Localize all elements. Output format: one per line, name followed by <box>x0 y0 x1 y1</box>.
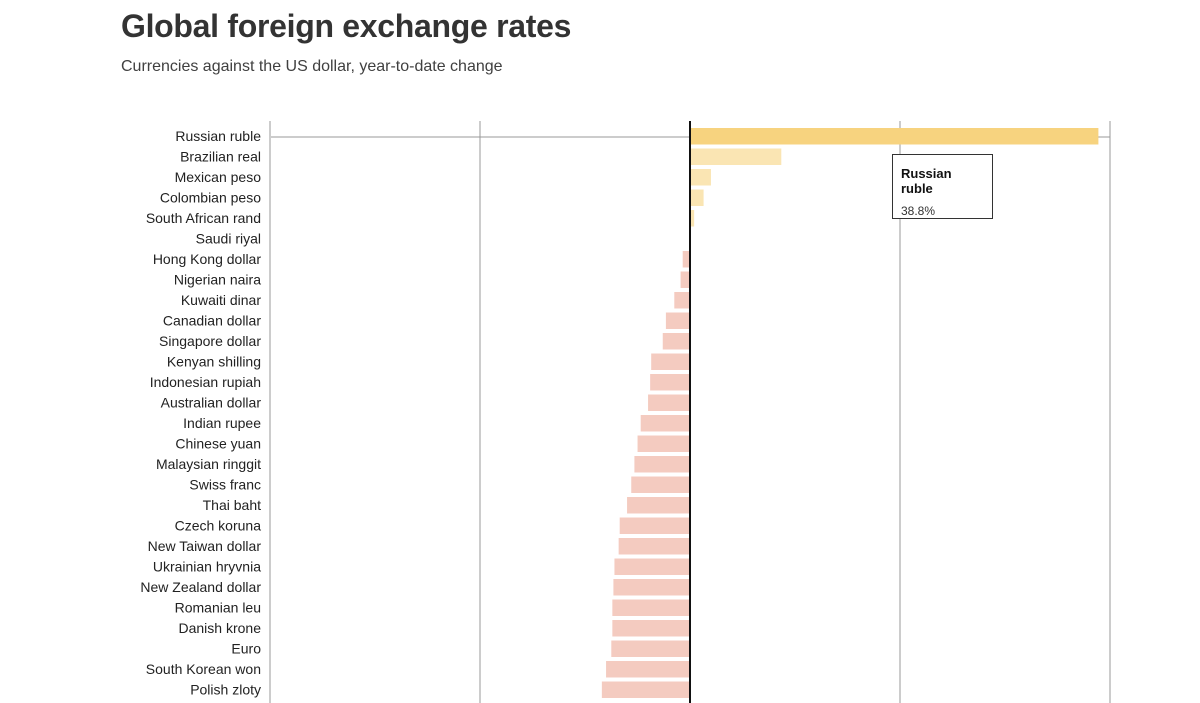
category-label: Euro <box>231 641 261 657</box>
bar <box>611 640 689 657</box>
category-label: South African rand <box>146 210 261 226</box>
bar <box>619 517 689 534</box>
category-label: Singapore dollar <box>159 333 261 349</box>
bar <box>691 148 782 165</box>
bar <box>650 374 689 391</box>
category-label: New Taiwan dollar <box>148 538 262 554</box>
category-label: Australian dollar <box>161 395 262 411</box>
bar <box>606 661 689 678</box>
bar <box>637 435 689 452</box>
bar-tooltip: Russian ruble 38.8% <box>892 154 993 219</box>
category-label: Ukrainian hryvnia <box>153 559 261 575</box>
chart-title: Global foreign exchange rates <box>121 8 572 44</box>
category-label: Danish krone <box>179 620 262 636</box>
category-label: Nigerian naira <box>174 272 261 288</box>
category-label: Saudi riyal <box>196 231 261 247</box>
bar <box>682 251 689 268</box>
bar <box>691 128 1099 145</box>
category-label: Kuwaiti dinar <box>181 292 261 308</box>
category-label: Indian rupee <box>183 415 261 431</box>
category-label: Mexican peso <box>175 169 262 185</box>
category-label: Indonesian rupiah <box>150 374 261 390</box>
bar <box>601 681 689 698</box>
bar <box>691 189 704 206</box>
chart-subtitle: Currencies against the US dollar, year-t… <box>121 58 503 75</box>
category-label: South Korean won <box>146 661 261 677</box>
bar <box>614 558 689 575</box>
category-label: Colombian peso <box>160 190 261 206</box>
category-label: Chinese yuan <box>175 436 261 452</box>
category-label: Thai baht <box>203 497 261 513</box>
bar <box>631 476 689 493</box>
category-label: Canadian dollar <box>163 313 261 329</box>
bar <box>640 415 689 432</box>
bar <box>651 353 689 370</box>
bar <box>691 210 695 227</box>
bar <box>691 169 711 186</box>
category-label: Brazilian real <box>180 149 261 165</box>
category-label: Russian ruble <box>175 128 261 144</box>
bar <box>612 620 689 637</box>
bar <box>634 456 689 473</box>
category-label: New Zealand dollar <box>140 579 261 595</box>
category-label: Malaysian ringgit <box>156 456 261 472</box>
bar <box>680 271 689 288</box>
category-label: Swiss franc <box>189 477 261 493</box>
category-label: Polish zloty <box>190 682 261 698</box>
bar <box>612 599 689 616</box>
tooltip-currency-name: Russian ruble <box>901 166 952 196</box>
bar <box>627 497 689 514</box>
bar <box>613 579 689 596</box>
bar <box>618 538 689 555</box>
category-label: Hong Kong dollar <box>153 251 262 267</box>
category-label: Kenyan shilling <box>167 354 261 370</box>
bar <box>674 292 689 309</box>
category-label: Czech koruna <box>175 518 262 534</box>
category-label: Romanian leu <box>175 600 261 616</box>
tooltip-value: 38.8% <box>901 204 936 218</box>
bar <box>665 312 689 329</box>
bar <box>662 333 689 350</box>
bar <box>648 394 689 411</box>
